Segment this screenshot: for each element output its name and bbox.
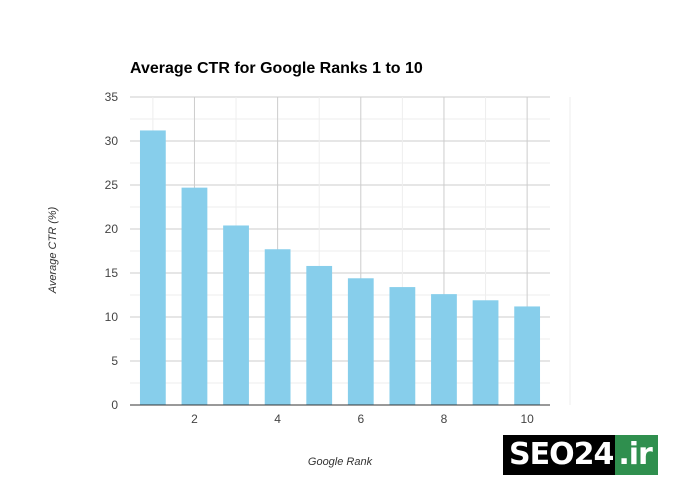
bars-layer [139, 130, 541, 405]
y-tick-label-20: 20 [105, 222, 119, 236]
y-tick-label-35: 35 [105, 90, 119, 104]
y-tick-label-10: 10 [105, 310, 119, 324]
y-axis-label: Average CTR (%) [47, 206, 59, 294]
axes-layer: 0 5 10 15 20 25 30 35 2 4 6 8 10 [105, 90, 550, 426]
bar-rank-1 [139, 130, 166, 405]
bar-rank-8 [431, 294, 457, 405]
bar-rank-4 [264, 249, 291, 405]
bar-rank-2 [181, 187, 208, 405]
y-tick-label-30: 30 [105, 134, 119, 148]
y-tick-label-25: 25 [105, 178, 119, 192]
bar-rank-5 [306, 265, 333, 405]
x-tick-label-2: 2 [191, 412, 198, 426]
chart-title: Average CTR for Google Ranks 1 to 10 [130, 60, 423, 77]
bar-rank-6 [347, 278, 374, 405]
x-tick-label-4: 4 [274, 412, 281, 426]
logo-left-text: SEO24 [503, 435, 616, 475]
bar-rank-3 [223, 225, 249, 405]
x-tick-label-10: 10 [520, 412, 534, 426]
bar-rank-10 [514, 306, 541, 405]
logo-right-text: .ir [615, 435, 658, 475]
y-tick-label-15: 15 [105, 266, 119, 280]
y-tick-label-0: 0 [111, 398, 118, 412]
y-tick-label-5: 5 [111, 354, 118, 368]
x-tick-label-6: 6 [357, 412, 364, 426]
bar-rank-9 [472, 300, 499, 405]
x-tick-label-8: 8 [441, 412, 448, 426]
seo24-logo: SEO24 .ir [503, 435, 658, 475]
bar-rank-7 [389, 287, 416, 405]
x-axis-label: Google Rank [308, 456, 373, 468]
